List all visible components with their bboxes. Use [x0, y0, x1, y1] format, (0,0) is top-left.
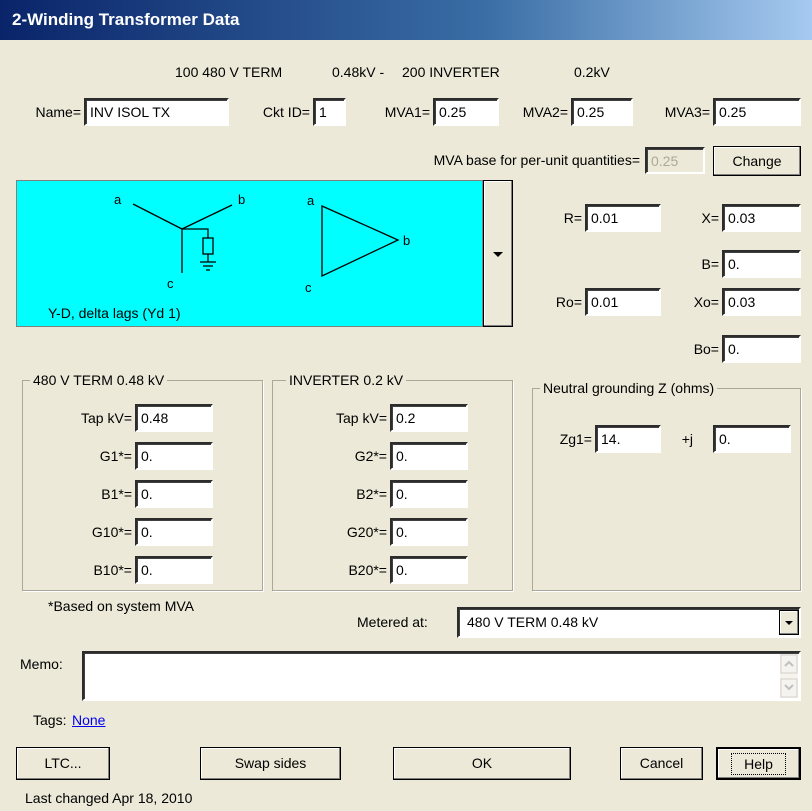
- field-input[interactable]: 0.: [390, 518, 468, 546]
- field-label: G2*=: [354, 448, 387, 464]
- field-label: B2*=: [356, 486, 387, 502]
- field-label: R=: [563, 210, 582, 226]
- field-label: Name=: [35, 104, 81, 120]
- field-input[interactable]: 0.: [713, 425, 791, 453]
- field-label: X=: [701, 210, 719, 226]
- header-kv1: 0.48kV -: [332, 64, 385, 80]
- field-input[interactable]: 0.25: [713, 98, 801, 126]
- field-input[interactable]: 0.2: [390, 404, 468, 432]
- metered-label: Metered at:: [357, 614, 428, 630]
- field-input[interactable]: 0.48: [135, 404, 213, 432]
- connection-caption: Y-D, delta lags (Yd 1): [48, 305, 181, 321]
- footer: Last changed Apr 18, 2010: [25, 790, 193, 806]
- field-input[interactable]: 0.: [135, 442, 213, 470]
- help-button[interactable]: Help: [716, 747, 801, 780]
- swap-button[interactable]: Swap sides: [200, 747, 341, 780]
- field-input[interactable]: 0.01: [585, 288, 661, 316]
- change-button[interactable]: Change: [713, 146, 801, 176]
- dropdown-arrow: [785, 621, 793, 625]
- help-text: Help: [731, 753, 786, 775]
- side1-title: 480 V TERM 0.48 kV: [30, 372, 168, 388]
- mva-base-label: MVA base for per-unit quantities=: [433, 152, 640, 168]
- connection-diagram: a b c a b c Y-D, delta lags (Yd 1): [48, 192, 410, 321]
- scroll-arrows: [780, 654, 798, 698]
- field-input[interactable]: 0.01: [585, 204, 661, 232]
- field-input[interactable]: 0.: [135, 518, 213, 546]
- terminal-label: a: [114, 192, 122, 207]
- connection-box[interactable]: [16, 180, 483, 327]
- field-label: B=: [701, 256, 719, 272]
- field-input[interactable]: 0.: [390, 480, 468, 508]
- ok-button[interactable]: OK: [393, 747, 571, 780]
- field-input[interactable]: 0.: [135, 556, 213, 584]
- field-label: B10*=: [93, 562, 132, 578]
- field-input[interactable]: 0.: [390, 556, 468, 584]
- field-input[interactable]: INV ISOL TX: [84, 98, 229, 126]
- field-label: MVA2=: [522, 104, 568, 120]
- window-title: 2-Winding Transformer Data: [12, 10, 240, 29]
- field-label: MVA1=: [384, 104, 430, 120]
- terminal-label: a: [307, 193, 315, 208]
- tags-link[interactable]: None: [72, 712, 106, 728]
- field-input[interactable]: 0.25: [433, 98, 499, 126]
- grounding-group: [532, 388, 801, 591]
- field-input[interactable]: 0.25: [571, 98, 633, 126]
- tags-label: Tags:: [33, 712, 67, 728]
- cancel-button[interactable]: Cancel: [620, 747, 703, 780]
- combo-arrow[interactable]: [779, 610, 799, 635]
- field-input[interactable]: 0.: [135, 480, 213, 508]
- memo-label: Memo:: [20, 656, 63, 672]
- metered-combo[interactable]: 480 V TERM 0.48 kV: [457, 607, 801, 638]
- side2-title: INVERTER 0.2 kV: [286, 372, 407, 388]
- field-label: Ckt ID=: [262, 104, 310, 120]
- side2-group: [272, 380, 513, 591]
- field-label: Tap kV=: [336, 410, 387, 426]
- ltc-button[interactable]: LTC...: [16, 747, 110, 780]
- field-label: G1*=: [99, 448, 132, 464]
- field-label: Bo=: [693, 341, 719, 357]
- note: *Based on system MVA: [48, 598, 195, 614]
- memo-scrollbar: [780, 654, 798, 698]
- field-input[interactable]: 0.: [390, 442, 468, 470]
- memo-input[interactable]: [82, 651, 801, 701]
- field-label: G20*=: [346, 524, 387, 540]
- title-bar: [0, 0, 812, 40]
- terminal-label: b: [403, 233, 410, 248]
- terminal-label: b: [238, 192, 245, 207]
- header-bus1: 100 480 V TERM: [175, 64, 283, 80]
- field-input[interactable]: 0.: [722, 335, 801, 363]
- field-label: +j: [681, 431, 693, 447]
- field-label: B1*=: [101, 486, 132, 502]
- field-label: Zg1=: [559, 431, 592, 447]
- field-input[interactable]: 1: [313, 98, 346, 126]
- field-label: Tap kV=: [81, 410, 132, 426]
- terminal-label: c: [305, 280, 312, 295]
- field-input[interactable]: 0.: [722, 250, 801, 278]
- field-label: B20*=: [348, 562, 387, 578]
- dropdown-arrow: [493, 252, 503, 257]
- mva-base-input: 0.25: [645, 147, 705, 174]
- field-label: G10*=: [91, 524, 132, 540]
- grounding-title: Neutral grounding Z (ohms): [540, 380, 718, 396]
- side1-group: [22, 380, 263, 591]
- field-label: Xo=: [693, 294, 719, 310]
- header-bus2: 200 INVERTER: [402, 64, 500, 80]
- field-label: MVA3=: [664, 104, 710, 120]
- field-label: Ro=: [555, 294, 582, 310]
- field-input[interactable]: 0.03: [722, 288, 801, 316]
- connection-dropdown[interactable]: [483, 180, 513, 327]
- field-input[interactable]: 14.: [595, 425, 661, 453]
- header-kv2: 0.2kV: [574, 64, 610, 80]
- terminal-label: c: [167, 276, 174, 291]
- field-input[interactable]: 0.03: [722, 204, 801, 232]
